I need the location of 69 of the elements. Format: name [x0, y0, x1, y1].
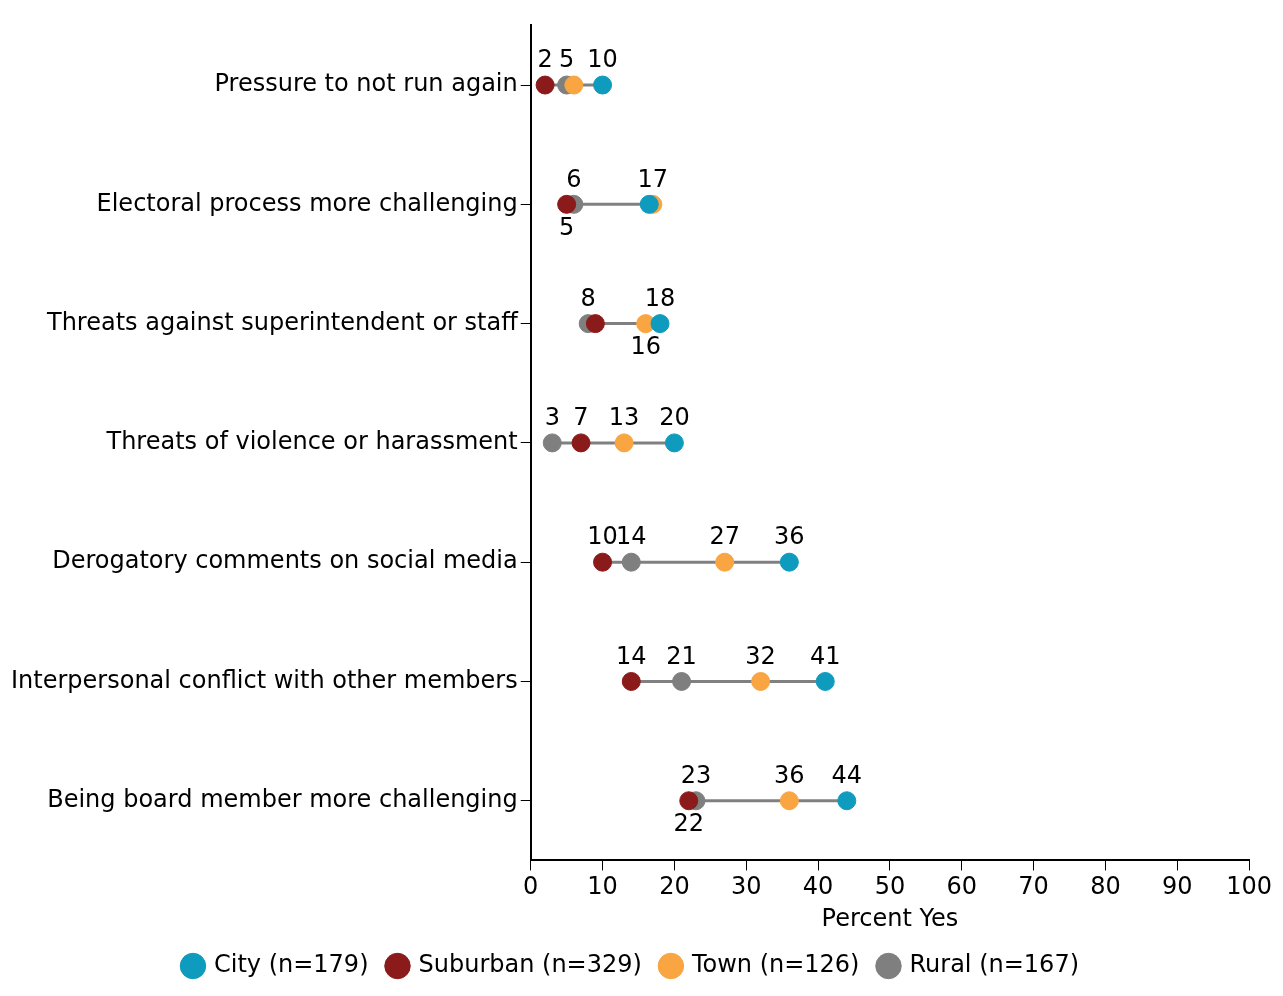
point [621, 671, 641, 691]
data-label: 41 [809, 641, 841, 670]
y-tick-label: Pressure to not run again [214, 69, 518, 98]
legend-label: Rural (n=167) [909, 950, 1080, 979]
point [837, 791, 857, 811]
point [585, 314, 605, 334]
data-label: 10 [587, 522, 618, 551]
data-label: 10 [587, 45, 618, 74]
y-tick-label: Threats against superintendent or staff [45, 307, 519, 336]
x-tick-label: 60 [946, 872, 978, 901]
x-tick-label: 80 [1090, 872, 1121, 901]
point [564, 75, 584, 95]
point [779, 791, 799, 811]
point [715, 552, 735, 572]
data-label: 32 [745, 641, 776, 670]
point [535, 75, 555, 95]
data-label: 6 [566, 164, 582, 193]
y-tick-label: Threats of violence or harassment [105, 427, 518, 456]
data-label: 20 [659, 403, 690, 432]
point [650, 314, 670, 334]
point [593, 552, 613, 572]
x-tick-label: 0 [523, 872, 539, 901]
data-label: 2 [537, 45, 553, 74]
x-tick-label: 30 [730, 872, 762, 901]
data-label: 22 [673, 808, 705, 837]
legend-label: City (n=179) [213, 950, 369, 979]
point [779, 552, 799, 572]
point [557, 194, 577, 214]
x-tick-label: 100 [1226, 872, 1272, 901]
x-tick-label: 50 [874, 872, 906, 901]
x-tick-label: 40 [802, 872, 834, 901]
point [593, 75, 613, 95]
data-label: 16 [630, 331, 661, 360]
data-label: 36 [774, 760, 805, 789]
data-label: 3 [544, 403, 560, 432]
y-tick-label: Electoral process more challenging [96, 188, 518, 217]
point [664, 433, 684, 453]
x-axis-title: Percent Yes [821, 903, 959, 932]
y-tick-label: Being board member more challenging [47, 784, 518, 813]
data-label: 18 [644, 283, 676, 312]
x-tick-label: 90 [1161, 872, 1193, 901]
data-label: 13 [608, 403, 640, 432]
point [672, 671, 692, 691]
y-tick-label: Derogatory comments on social media [52, 546, 518, 575]
x-tick-label: 70 [1018, 872, 1049, 901]
y-tick-label: Interpersonal conflict with other members [11, 665, 518, 694]
data-label: 36 [774, 522, 805, 551]
data-label: 14 [616, 522, 647, 551]
data-label: 17 [637, 164, 669, 193]
point [542, 433, 562, 453]
x-tick-label: 20 [659, 872, 690, 901]
data-label: 27 [709, 522, 740, 551]
point [614, 433, 634, 453]
legend-label: Town (n=126) [690, 950, 860, 979]
data-label: 7 [573, 403, 589, 432]
point [751, 671, 771, 691]
x-tick-label: 10 [587, 872, 618, 901]
data-label: 8 [580, 283, 596, 312]
point [679, 791, 699, 811]
point [571, 433, 591, 453]
data-label: 14 [616, 641, 647, 670]
data-label: 44 [831, 760, 863, 789]
point [815, 671, 835, 691]
data-label: 23 [680, 760, 712, 789]
data-label: 5 [559, 212, 575, 241]
data-label: 5 [559, 45, 575, 74]
legend-label: Suburban (n=329) [418, 950, 642, 979]
data-label: 21 [666, 641, 697, 670]
point [621, 552, 641, 572]
